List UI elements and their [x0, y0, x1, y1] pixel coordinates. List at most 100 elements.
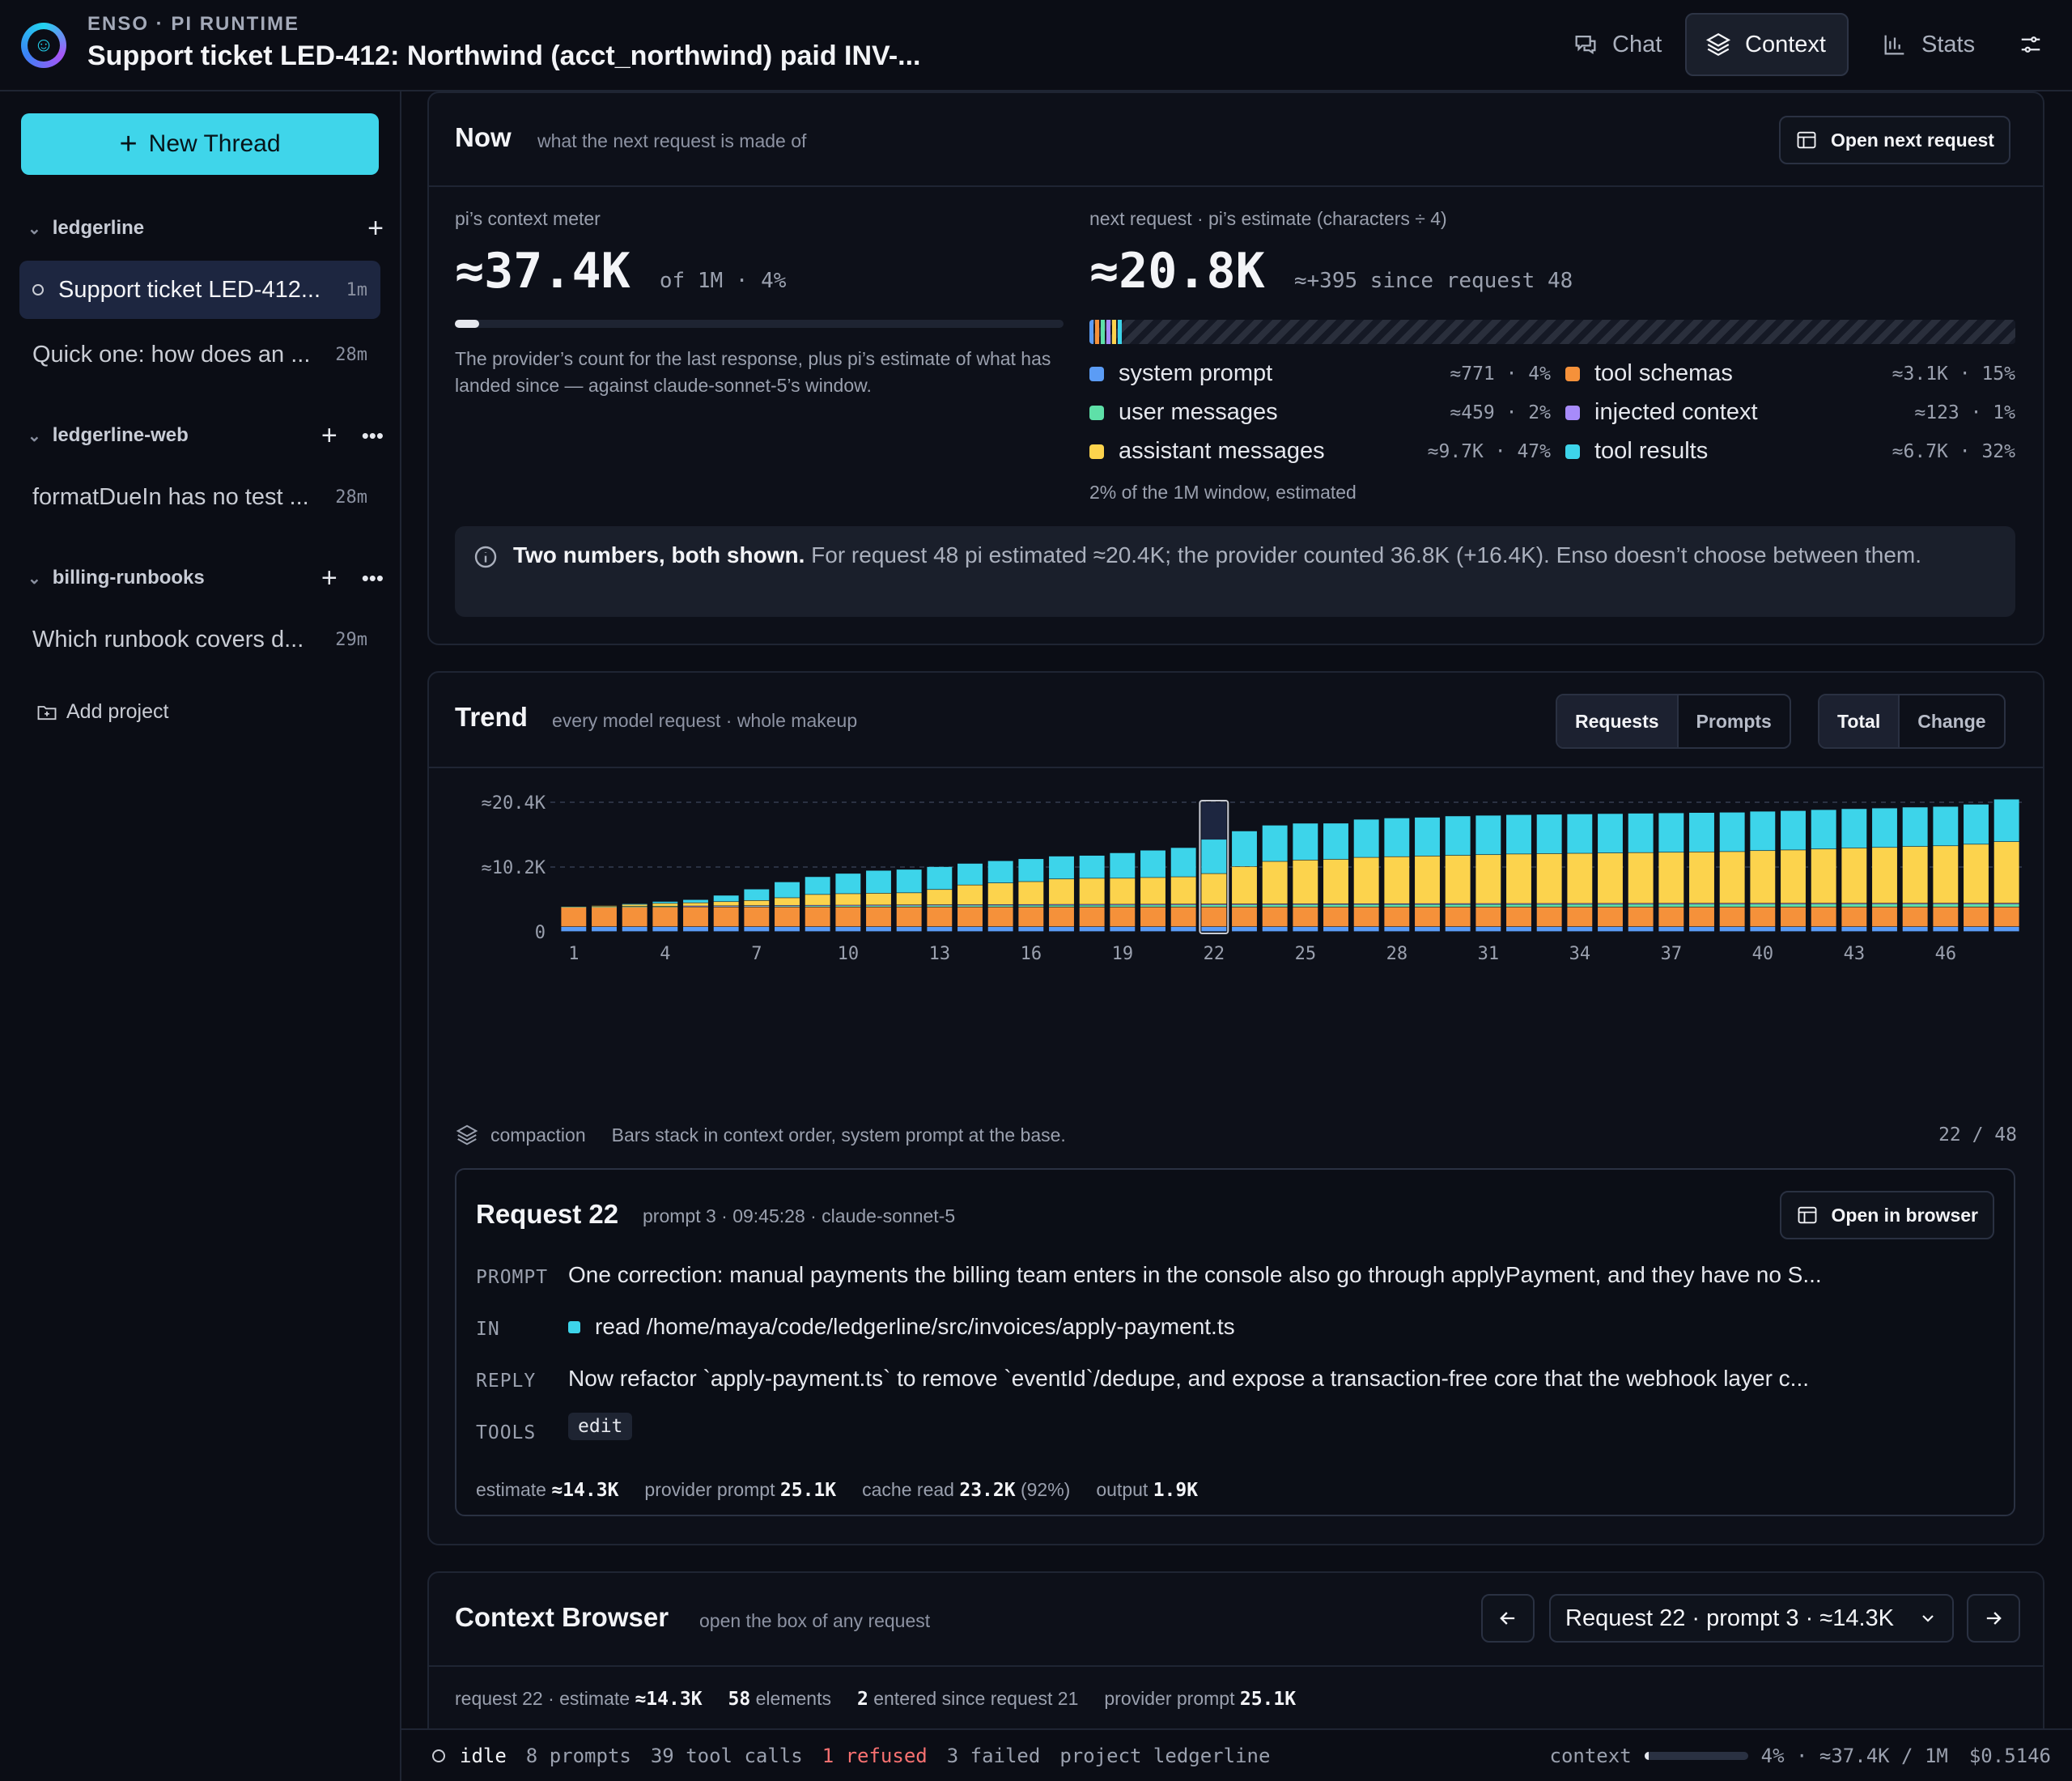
thread-item[interactable]: formatDueIn has no test ... 28m: [19, 468, 380, 526]
makeup-segment-assistant-messages: [1112, 320, 1116, 344]
bar-segment: [1140, 905, 1166, 908]
bar-segment: [1079, 904, 1105, 905]
legend-value: ≈6.7K · 32%: [1892, 440, 2015, 462]
settings-sliders-icon[interactable]: [2010, 24, 2051, 65]
thread-item-active[interactable]: Support ticket LED-412... 1m: [19, 261, 380, 319]
bar-segment: [1567, 926, 1593, 932]
bar-segment: [866, 905, 891, 906]
bar-segment: [1933, 907, 1959, 927]
next-delta: ≈+395 since request 48: [1293, 269, 1573, 293]
bar-segment: [1750, 903, 1776, 904]
info-entered-label: entered since request 21: [873, 1688, 1079, 1709]
bar-segment: [1110, 878, 1136, 904]
bar-segment: [866, 926, 891, 932]
request-select[interactable]: Request 22 · prompt 3 · ≈14.3K: [1549, 1594, 1954, 1643]
add-thread-plus-icon[interactable]: +: [321, 562, 338, 593]
new-thread-button[interactable]: + New Thread: [21, 113, 379, 175]
bar-segment: [1201, 904, 1227, 905]
legend-user-messages: user messages ≈459 · 2%: [1089, 399, 1551, 426]
bar-segment: [1018, 907, 1044, 927]
bar-segment: [987, 904, 1013, 906]
add-thread-plus-icon[interactable]: +: [321, 419, 338, 451]
bar-segment: [1262, 926, 1288, 932]
bar-segment: [1781, 926, 1806, 932]
thread-item[interactable]: Quick one: how does an ... 28m: [19, 325, 380, 384]
legend-name: system prompt: [1119, 360, 1273, 386]
tab-context[interactable]: Context: [1685, 13, 1849, 76]
bar-segment: [622, 903, 648, 905]
add-thread-plus-icon[interactable]: +: [367, 212, 384, 244]
bar-segment: [1323, 903, 1348, 905]
makeup-segment-tool-results: [1118, 320, 1122, 344]
legend-swatch: [1565, 405, 1580, 420]
bar-segment: [592, 907, 617, 908]
reply-text: Now refactor `apply-payment.ts` to remov…: [568, 1366, 1810, 1391]
bar-segment: [1567, 904, 1593, 908]
bar-segment: [927, 904, 953, 906]
more-icon[interactable]: •••: [361, 565, 384, 590]
bar-segment: [622, 904, 648, 907]
trend-chart[interactable]: 0 ≈10.2K ≈20.4K 1 4 7 10 13 16 19 22 25 28 31 34 37 40 43…: [429, 786, 2044, 980]
bar-segment: [1262, 903, 1288, 905]
tab-chat[interactable]: Chat: [1554, 13, 1679, 76]
info-request: request 22 · estimate: [455, 1688, 631, 1709]
legend-swatch: [1089, 366, 1104, 381]
bar-segment: [1232, 904, 1257, 908]
info-provider-value: 25.1K: [1239, 1689, 1297, 1710]
status-cost: $0.5146: [1968, 1745, 2051, 1767]
bar-segment: [1415, 817, 1440, 856]
meter-description: The provider’s count for the last respon…: [455, 348, 1051, 396]
legend-value: ≈459 · 2%: [1450, 402, 1551, 423]
provider-value: 25.1K: [779, 1480, 837, 1501]
bar-segment: [775, 882, 800, 898]
bar-segment: [1536, 907, 1562, 927]
bar-segment: [1415, 903, 1440, 905]
bar-segment: [896, 869, 922, 893]
bar-segment: [1872, 926, 1897, 932]
project-billing-runbooks[interactable]: ⌄ billing-runbooks + •••: [28, 562, 384, 594]
top-bar: ☺ ENSO · PI RUNTIME Support ticket LED-4…: [0, 0, 2072, 91]
bar-segment: [561, 907, 587, 927]
open-next-request-button[interactable]: Open next request: [1779, 116, 2010, 164]
toggle-change[interactable]: Change: [1917, 710, 1986, 732]
bar-segment: [835, 905, 861, 908]
bar-segment: [957, 926, 983, 932]
project-ledgerline-web[interactable]: ⌄ ledgerline-web + •••: [28, 419, 384, 452]
bar-segment: [1049, 926, 1074, 932]
status-context-bar: [1644, 1752, 1748, 1760]
add-project-button[interactable]: Add project: [36, 700, 168, 724]
divider: [429, 185, 2043, 187]
bar-segment: [1201, 907, 1227, 927]
open-in-browser-button[interactable]: Open in browser: [1779, 1191, 1994, 1239]
bar-segment: [1993, 842, 2019, 903]
thread-item[interactable]: Which runbook covers d... 29m: [19, 610, 380, 669]
note-bold: Two numbers, both shown.: [513, 542, 805, 567]
next-request-button[interactable]: [1967, 1594, 2020, 1643]
request-title: Request 22: [476, 1199, 619, 1229]
prev-request-button[interactable]: [1481, 1594, 1535, 1643]
x-tick-label: 7: [751, 944, 762, 964]
bar-segment: [1079, 907, 1105, 927]
bar-segment: [1872, 848, 1897, 903]
bar-segment: [1658, 903, 1684, 904]
bar-segment: [1323, 926, 1348, 932]
toggle-requests[interactable]: Requests: [1557, 695, 1679, 747]
x-tick-label: 13: [929, 944, 951, 964]
bar-segment: [1628, 903, 1654, 904]
bar-segment: [1384, 856, 1410, 903]
bar-segment: [1506, 907, 1531, 927]
plus-icon: +: [119, 127, 138, 161]
bar-segment: [1872, 808, 1897, 848]
bar-segment: [1232, 926, 1257, 932]
bar-segment: [1781, 904, 1806, 908]
bar-segment: [1811, 810, 1836, 849]
info-icon: [474, 546, 497, 568]
project-ledgerline[interactable]: ⌄ ledgerline +: [28, 212, 384, 244]
bar-segment: [1719, 904, 1745, 908]
tab-stats[interactable]: Stats: [1863, 13, 1993, 76]
more-icon[interactable]: •••: [361, 423, 384, 448]
toggle-prompts[interactable]: Prompts: [1696, 710, 1772, 732]
bar-segment: [1719, 812, 1745, 852]
bar-chart-icon: [1884, 35, 1904, 55]
toggle-total[interactable]: Total: [1819, 695, 1900, 747]
